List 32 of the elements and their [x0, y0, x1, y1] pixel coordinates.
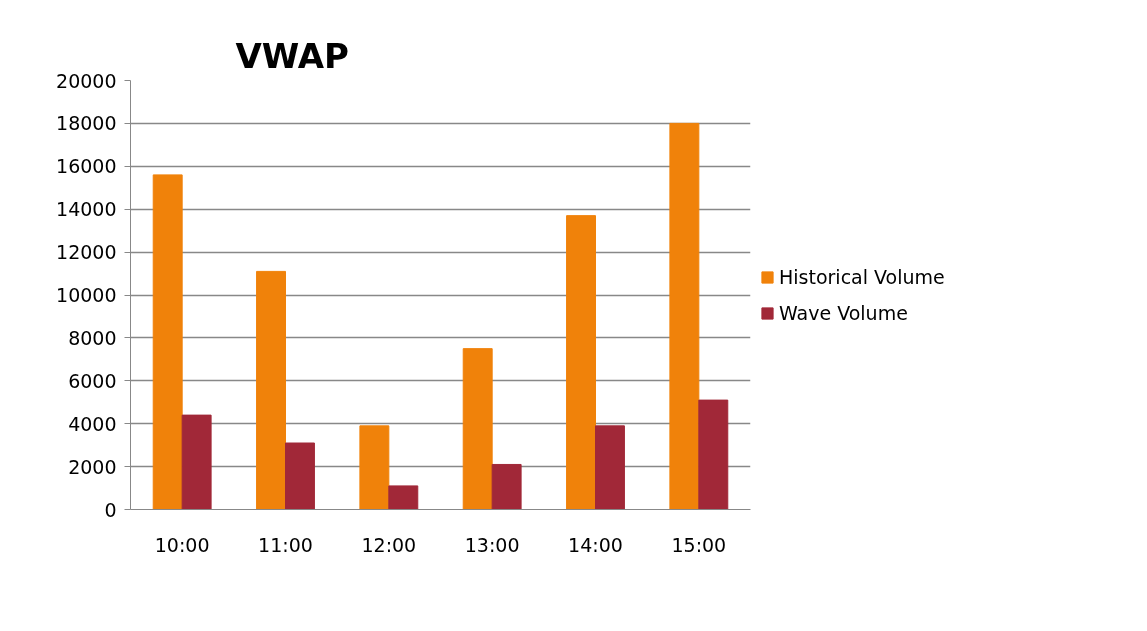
- y-tick-label: 20000: [56, 69, 117, 92]
- chart-title: VWAP: [235, 35, 350, 76]
- x-tick-label: 15:00: [671, 533, 727, 556]
- bar: [285, 442, 315, 510]
- bar: [669, 122, 700, 510]
- bar: [566, 215, 596, 510]
- y-tick-label: 4000: [68, 412, 117, 435]
- bar: [181, 414, 212, 510]
- bar: [462, 348, 493, 510]
- y-tick-label: 6000: [68, 369, 117, 392]
- legend-label: Wave Volume: [779, 301, 908, 324]
- y-tick-label: 12000: [56, 241, 117, 264]
- y-tick-label: 18000: [56, 112, 117, 135]
- bar: [359, 425, 390, 510]
- y-tick-label: 2000: [68, 455, 117, 478]
- bar: [698, 399, 729, 510]
- y-tick-label: 16000: [56, 155, 117, 178]
- y-tick-label: 0: [104, 498, 117, 521]
- legend-label: Historical Volume: [779, 265, 945, 288]
- x-tick-label: 14:00: [568, 533, 623, 556]
- y-tick-label: 14000: [56, 198, 117, 221]
- bar: [152, 174, 183, 510]
- x-tick-label: 12:00: [361, 533, 417, 556]
- bar: [491, 463, 522, 510]
- x-tick-label: 11:00: [258, 533, 313, 556]
- x-tick-label: 13:00: [464, 533, 520, 556]
- y-tick-label: 8000: [68, 326, 117, 349]
- y-tick-label: 10000: [56, 284, 117, 306]
- bar: [256, 270, 286, 510]
- bar: [388, 485, 419, 510]
- bar: [595, 425, 625, 510]
- x-tick-label: 10:00: [154, 533, 210, 556]
